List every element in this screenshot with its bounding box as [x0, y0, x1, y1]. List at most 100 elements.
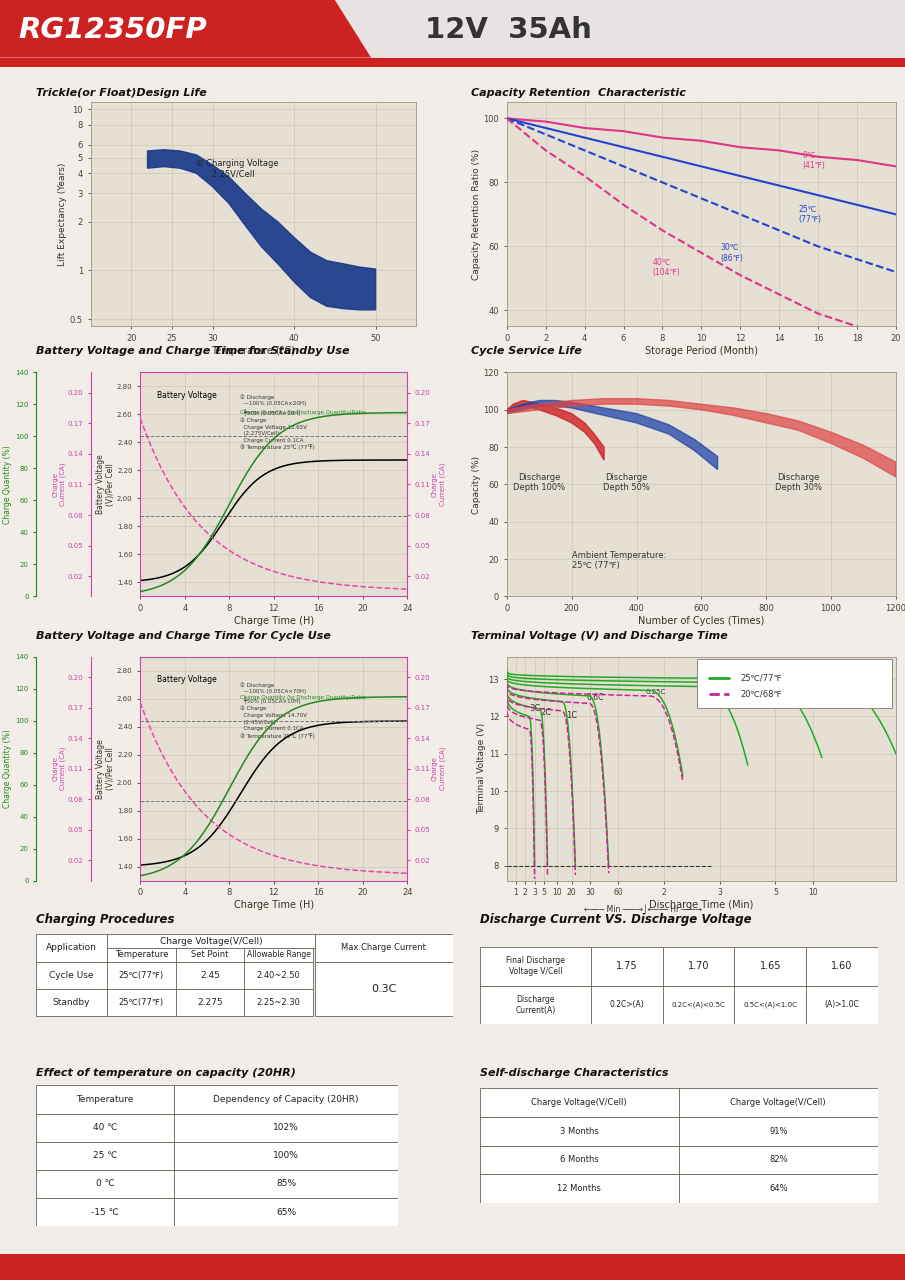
- Y-axis label: Battery Voltage
(V)/Per Cell: Battery Voltage (V)/Per Cell: [96, 739, 116, 799]
- Text: 20℃/68℉: 20℃/68℉: [740, 689, 782, 698]
- Bar: [480, 986, 591, 1024]
- Polygon shape: [148, 150, 376, 310]
- Bar: [679, 1088, 878, 1116]
- Bar: [174, 1142, 398, 1170]
- Text: Temperature: Temperature: [115, 950, 168, 959]
- Text: 64%: 64%: [769, 1184, 787, 1193]
- Text: -15 ℃: -15 ℃: [91, 1207, 119, 1217]
- Bar: [176, 961, 244, 988]
- Text: 91%: 91%: [769, 1126, 787, 1135]
- Bar: [806, 986, 878, 1024]
- Text: 12 Months: 12 Months: [557, 1184, 601, 1193]
- X-axis label: Discharge Time (Min): Discharge Time (Min): [649, 900, 754, 910]
- Bar: [36, 1114, 174, 1142]
- Text: 0.17C: 0.17C: [701, 685, 722, 690]
- Y-axis label: Battery Voltage
(V)/Per Cell: Battery Voltage (V)/Per Cell: [96, 454, 116, 515]
- X-axis label: Storage Period (Month): Storage Period (Month): [645, 346, 757, 356]
- Text: Effect of temperature on capacity (20HR): Effect of temperature on capacity (20HR): [36, 1068, 296, 1078]
- Text: 1.70: 1.70: [688, 961, 710, 972]
- Text: Battery Voltage and Charge Time for Standby Use: Battery Voltage and Charge Time for Stan…: [36, 347, 349, 357]
- Polygon shape: [507, 401, 605, 461]
- Y-axis label: Terminal Voltage (V): Terminal Voltage (V): [477, 723, 486, 814]
- Text: 2.25~2.30: 2.25~2.30: [257, 998, 300, 1007]
- Y-axis label: Charge
Current (CA): Charge Current (CA): [432, 748, 445, 790]
- Bar: [174, 1170, 398, 1198]
- X-axis label: Number of Cycles (Times): Number of Cycles (Times): [638, 616, 765, 626]
- Text: 2.40~2.50: 2.40~2.50: [257, 970, 300, 979]
- Y-axis label: Charge Quantity (%): Charge Quantity (%): [4, 445, 13, 524]
- Text: 0.05C: 0.05C: [822, 677, 843, 684]
- Bar: [36, 961, 107, 988]
- Bar: [480, 1116, 679, 1146]
- Bar: [662, 986, 735, 1024]
- FancyBboxPatch shape: [698, 659, 892, 708]
- Text: 1.75: 1.75: [616, 961, 638, 972]
- Text: Cycle Use: Cycle Use: [50, 970, 94, 979]
- Bar: [36, 1142, 174, 1170]
- Text: 0.5C<(A)<1.0C: 0.5C<(A)<1.0C: [743, 1001, 797, 1009]
- Text: Self-discharge Characteristics: Self-discharge Characteristics: [480, 1068, 668, 1078]
- Text: 100%: 100%: [273, 1151, 299, 1161]
- Text: Final Discharge
Voltage V/Cell: Final Discharge Voltage V/Cell: [506, 956, 565, 977]
- Bar: [36, 1085, 174, 1114]
- Bar: [107, 988, 176, 1016]
- Bar: [315, 961, 452, 1016]
- Text: 2.275: 2.275: [197, 998, 223, 1007]
- Text: 1.60: 1.60: [832, 961, 853, 972]
- Text: 65%: 65%: [276, 1207, 296, 1217]
- Y-axis label: Charge
Current (CA): Charge Current (CA): [432, 463, 445, 506]
- Text: Discharge
Depth 50%: Discharge Depth 50%: [604, 472, 650, 492]
- Bar: [315, 934, 452, 961]
- Text: (A)>1.0C: (A)>1.0C: [824, 1000, 860, 1010]
- Bar: [806, 947, 878, 986]
- Text: Charge Quantity (to Discharge Quantity)Ratio: Charge Quantity (to Discharge Quantity)R…: [241, 411, 367, 416]
- Bar: [174, 1085, 398, 1114]
- Text: 102%: 102%: [273, 1123, 299, 1133]
- Polygon shape: [507, 401, 718, 470]
- Text: Battery Voltage: Battery Voltage: [157, 675, 216, 684]
- Bar: [735, 986, 806, 1024]
- Bar: [36, 988, 107, 1016]
- Bar: [176, 948, 244, 961]
- Bar: [591, 986, 662, 1024]
- Bar: [107, 934, 315, 948]
- Bar: [244, 988, 313, 1016]
- Text: 0.2C<(A)<0.5C: 0.2C<(A)<0.5C: [672, 1001, 726, 1009]
- Bar: [244, 961, 313, 988]
- Bar: [174, 1198, 398, 1226]
- Text: 2C: 2C: [540, 708, 551, 717]
- Text: 40 ℃: 40 ℃: [93, 1123, 117, 1133]
- Text: Cycle Service Life: Cycle Service Life: [471, 347, 581, 357]
- Text: Capacity Retention  Characteristic: Capacity Retention Characteristic: [471, 88, 685, 97]
- Bar: [480, 1088, 679, 1116]
- Text: 82%: 82%: [769, 1156, 787, 1165]
- Text: 3C: 3C: [529, 704, 540, 713]
- Bar: [662, 947, 735, 986]
- Text: 12V  35Ah: 12V 35Ah: [425, 15, 592, 44]
- Bar: [36, 934, 107, 961]
- Polygon shape: [507, 398, 896, 477]
- Bar: [679, 1175, 878, 1203]
- Bar: [480, 1175, 679, 1203]
- Text: Dependency of Capacity (20HR): Dependency of Capacity (20HR): [214, 1094, 358, 1105]
- Text: Terminal Voltage (V) and Discharge Time: Terminal Voltage (V) and Discharge Time: [471, 631, 728, 640]
- Bar: [176, 988, 244, 1016]
- Bar: [174, 1114, 398, 1142]
- Text: 25℃/77℉: 25℃/77℉: [740, 673, 782, 682]
- Text: ① Charging Voltage
      2.25V/Cell: ① Charging Voltage 2.25V/Cell: [196, 160, 279, 179]
- Y-axis label: Capacity (%): Capacity (%): [472, 456, 481, 513]
- Text: 3 Months: 3 Months: [560, 1126, 598, 1135]
- Text: 0℃
(41℉): 0℃ (41℉): [803, 151, 825, 170]
- Text: 25℃(77℉): 25℃(77℉): [119, 970, 164, 979]
- Bar: [480, 947, 591, 986]
- Text: ① Discharge
  —100% (0.05CA×20H)
  ╄50% (0.05CA×10H)
② Charge
  Charge Voltage 1: ① Discharge —100% (0.05CA×20H) ╄50% (0.0…: [241, 394, 315, 451]
- Text: Set Point: Set Point: [191, 950, 229, 959]
- Bar: [244, 948, 313, 961]
- X-axis label: Charge Time (H): Charge Time (H): [233, 616, 314, 626]
- Bar: [480, 1146, 679, 1175]
- Bar: [735, 947, 806, 986]
- Text: 0.25C: 0.25C: [646, 689, 666, 695]
- Text: Battery Voltage and Charge Time for Cycle Use: Battery Voltage and Charge Time for Cycl…: [36, 631, 331, 640]
- Y-axis label: Charge
Current (CA): Charge Current (CA): [52, 463, 66, 506]
- Bar: [591, 947, 662, 986]
